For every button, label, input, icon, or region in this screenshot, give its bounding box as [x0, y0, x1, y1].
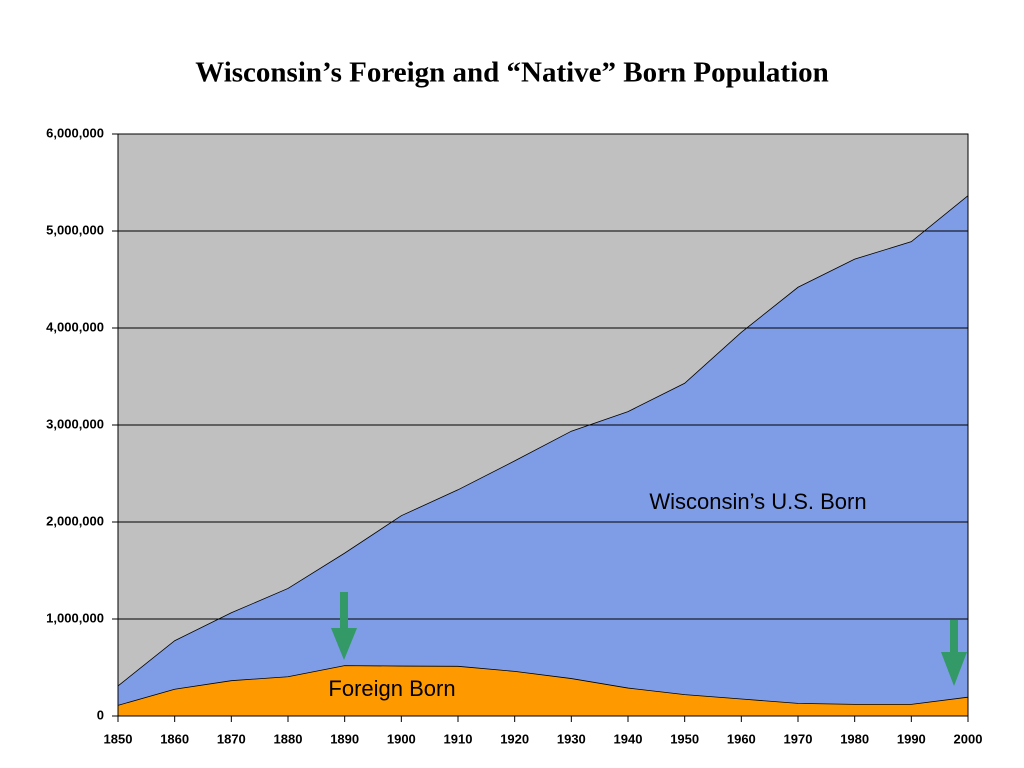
- overlay: [331, 592, 967, 686]
- y-tick-label: 2,000,000: [46, 513, 104, 528]
- arrow: [941, 620, 967, 686]
- x-tick-label: 1920: [500, 731, 529, 746]
- x-tick-label: 1870: [217, 731, 246, 746]
- area: [118, 195, 968, 706]
- x-tick-label: 1930: [557, 731, 586, 746]
- chart-title: Wisconsin’s Foreign and “Native” Born Po…: [195, 57, 829, 89]
- series-label: Foreign Born: [328, 676, 455, 701]
- x-tick-label: 1910: [444, 731, 473, 746]
- series-label: Wisconsin’s U.S. Born: [649, 489, 866, 514]
- arrow: [331, 592, 357, 660]
- x-tick-label: 1950: [670, 731, 699, 746]
- x-tick-label: 1860: [160, 731, 189, 746]
- x-tick-label: 1850: [104, 731, 133, 746]
- area: [118, 665, 968, 716]
- x-tick-label: 1880: [274, 731, 303, 746]
- y-tick-label: 3,000,000: [46, 416, 104, 431]
- x-tick-label: 1960: [727, 731, 756, 746]
- plot-area: 0 1,000,000 2,000,000 3,000,000 4,000,000 5,0…: [46, 125, 982, 746]
- x-tick-label: 1900: [387, 731, 416, 746]
- x-tick-label: 1940: [614, 731, 643, 746]
- y-tick-label: 6,000,000: [46, 125, 104, 140]
- x-tick-label: 1990: [897, 731, 926, 746]
- x-tick-label: 1980: [840, 731, 869, 746]
- y-tick-label: 4,000,000: [46, 319, 104, 334]
- area-outline: [117, 195, 969, 687]
- x-tick-label: 1890: [330, 731, 359, 746]
- y-tick-label: 1,000,000: [46, 610, 104, 625]
- y-tick-label: 5,000,000: [46, 222, 104, 237]
- area-outline: [117, 665, 969, 706]
- x-tick-label: 1970: [784, 731, 813, 746]
- x-tick-label: 2000: [954, 731, 983, 746]
- y-tick-label: 0: [97, 707, 104, 722]
